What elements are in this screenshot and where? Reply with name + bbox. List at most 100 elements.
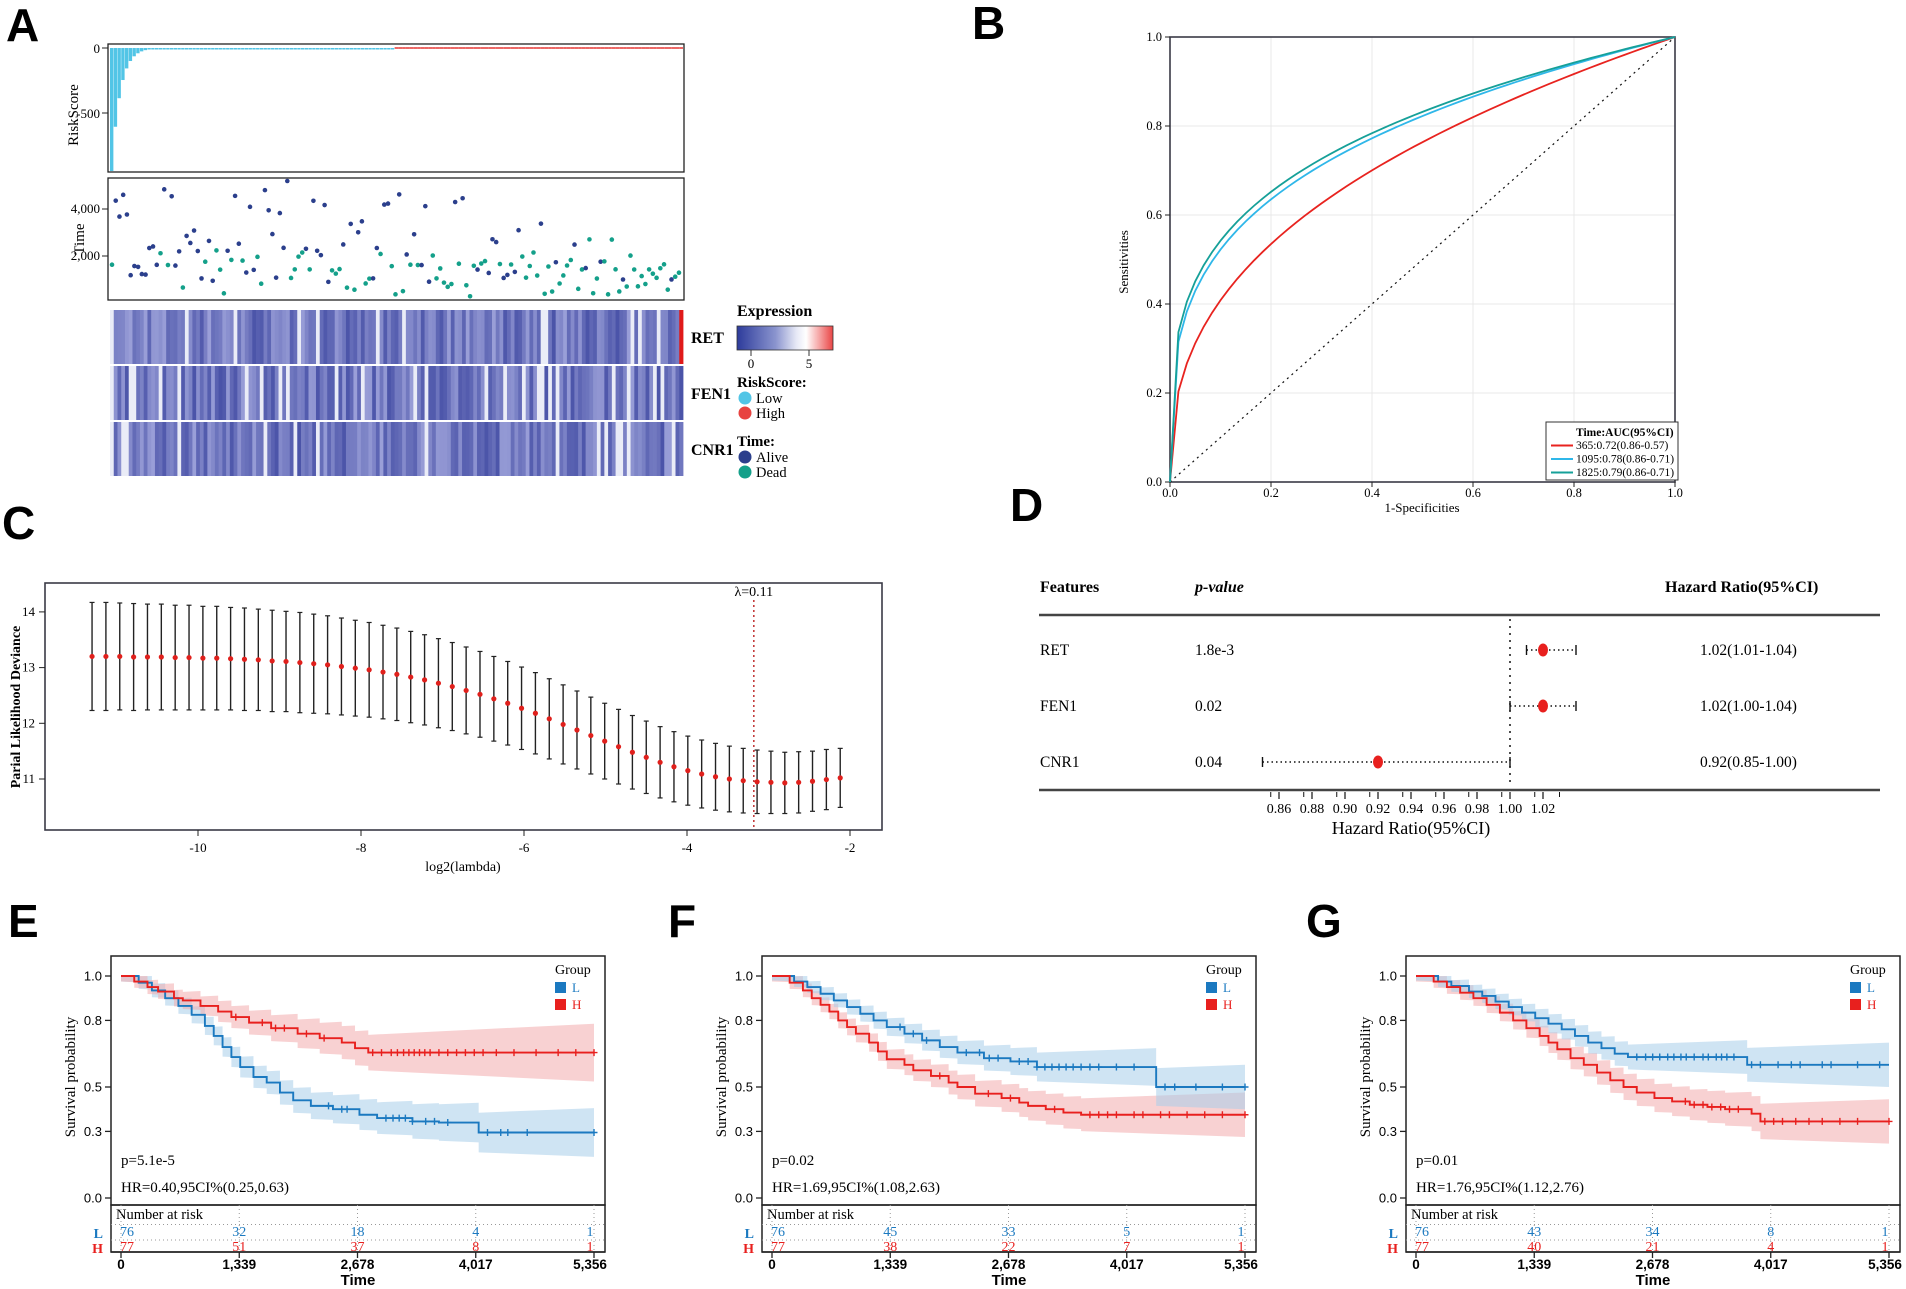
lasso-frame [44,582,883,831]
scatter-point-dead [646,267,652,272]
km-censor-mark [1827,1061,1835,1069]
scatter-point-dead [661,262,667,267]
heatmap-row-label: RET [691,330,724,347]
heatmap-cell [132,422,137,476]
heatmap-cell [304,422,309,476]
risk-count-l: 8 [1767,1225,1774,1240]
scatter-point-alive [206,238,212,244]
riskscore-bar [222,48,226,50]
riskscore-bar [169,48,174,50]
scatter-point-dead [561,273,566,278]
heatmap-cell [147,366,152,420]
riskscore-bar [203,48,207,50]
scatter-point-alive [210,278,216,284]
km-ylabel: Survival probability [1358,1016,1374,1137]
scatter-point-dead [165,262,171,268]
heatmap-cell [229,422,234,476]
heatmap-cell [623,366,628,420]
heatmap-cell [267,366,272,420]
km-ytick: 0.8 [84,1013,102,1028]
km-xtick: 4,017 [1754,1257,1788,1272]
km-censor-mark [1642,1053,1650,1061]
heatmap-cell [484,366,489,420]
scatter-point-dead [564,263,570,268]
scatter-point-alive [232,193,238,199]
heatmap-cell [349,366,354,420]
heatmap-cell [458,310,463,364]
scatter-point-alive [381,202,387,207]
km-censor-mark [1218,1083,1226,1091]
riskscore-bar [619,47,624,49]
scatter-point-dead [333,271,339,276]
panel-label-a: A [6,0,40,51]
heatmap-cell [147,422,152,476]
km-censor-mark [510,1049,518,1057]
heatmap-cell [158,422,163,476]
heatmap-cell [184,366,190,420]
roc-diagonal [1169,36,1676,483]
heatmap-cell [518,366,523,420]
heatmap-row-label: CNR1 [691,442,734,459]
riskscore-bar [226,48,230,50]
heatmap-cell [664,366,669,420]
scatter-point-dead [337,266,342,272]
riskscore-bar [615,47,620,49]
heatmap-cell [435,310,440,364]
heatmap-cell [334,366,339,420]
risk-count-l: 18 [351,1225,365,1240]
heatmap-cell [357,310,362,364]
km-censor-mark [1130,1063,1138,1071]
heatmap-cell [533,366,538,420]
roc-ytick: 1.0 [1146,30,1162,44]
lasso-point [435,680,442,686]
scatter-point-dead [478,261,484,266]
heatmap-cell [222,422,227,476]
heatmap-cell [342,422,347,476]
panel-km-f: 1.0 0.8 0.5 0.3 0.0 Survival probability p=0.0… [714,955,1258,1289]
riskscore-bar [653,47,657,49]
heatmap-cell [128,366,133,420]
km-censor-mark [1734,1105,1742,1113]
heatmap-cell [259,366,264,420]
scatter-point-dead [665,287,671,292]
heatmap-cell [162,310,167,364]
heatmap-cell [158,310,163,364]
heatmap-cell [259,422,264,476]
heatmap-cell [405,310,411,364]
heatmap-cell [488,422,493,476]
heatmap-cell [248,310,253,364]
heatmap-cell [611,366,616,420]
heatmap-cell [402,422,407,476]
heatmap-cell [641,422,646,476]
riskscore-bar [353,48,357,50]
heatmap-cell [447,422,452,476]
riskscore-bar [518,47,522,49]
heatmap-cell [256,310,261,364]
heatmap-cell [379,366,384,420]
scatter-point-alive [139,271,145,277]
riskscore-bar [147,48,151,50]
riskscore-bar [529,47,534,49]
heatmap-cell [301,310,306,364]
heatmap-cell [334,310,339,364]
scatter-point-dead [613,267,618,272]
heatmap-cell [244,422,249,476]
riskscore-bar [574,47,579,49]
heatmap-cell [439,310,444,364]
riskscore-bar [521,47,526,49]
riskscore-bar [514,47,519,49]
risk-count-h: 1 [1882,1240,1889,1255]
km-censor-mark [984,1090,992,1098]
km-ytick: 0.5 [84,1080,102,1095]
km-censor-mark [1779,1117,1786,1125]
heatmap-cell [615,366,620,420]
heatmap-cell [626,422,631,476]
heatmap-cell [469,366,474,420]
riskscore-bar [503,47,507,49]
km-censor-mark [1069,1063,1077,1071]
lasso-point [518,705,525,711]
heatmap-cell [132,310,137,364]
heatmap-cell [375,310,381,364]
lasso-point [712,774,719,780]
heatmap-cell [469,310,474,364]
